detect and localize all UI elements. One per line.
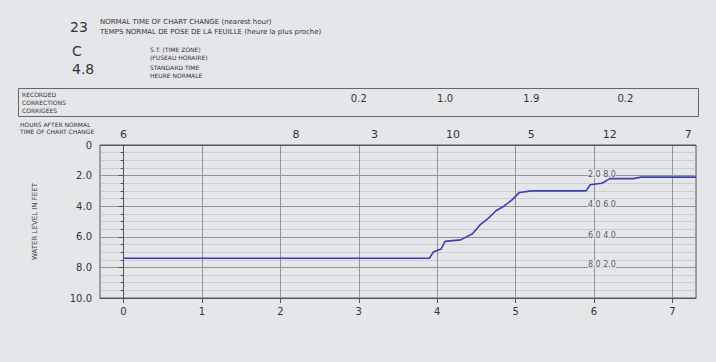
svg-text:1.0: 1.0 [437,93,453,104]
svg-text:0: 0 [86,140,92,151]
svg-text:2.0: 2.0 [76,170,92,181]
svg-text:1.9: 1.9 [523,93,539,104]
svg-text:10: 10 [446,128,460,141]
svg-text:0.2: 0.2 [617,93,633,104]
svg-text:10.0: 10.0 [70,293,92,304]
svg-text:2.0 8.0: 2.0 8.0 [588,170,616,179]
svg-text:4.0: 4.0 [76,201,92,212]
svg-text:0.2: 0.2 [351,93,367,104]
svg-text:7: 7 [669,306,675,317]
svg-text:6: 6 [591,306,597,317]
svg-text:6.0: 6.0 [76,231,92,242]
svg-text:5: 5 [512,306,518,317]
svg-text:8.0 2.0: 8.0 2.0 [588,260,616,269]
svg-text:8.0: 8.0 [76,262,92,273]
svg-text:5: 5 [528,128,535,141]
svg-text:23: 23 [70,19,88,35]
svg-text:4.8: 4.8 [72,61,94,77]
svg-text:3: 3 [356,306,362,317]
svg-text:TEMPS NORMAL DE POSE DE LA FEU: TEMPS NORMAL DE POSE DE LA FEUILLE (heur… [99,28,322,36]
svg-text:CORRIGÉES: CORRIGÉES [22,107,57,114]
svg-text:4.0 6.0: 4.0 6.0 [588,200,616,209]
svg-text:8: 8 [293,128,300,141]
svg-text:1: 1 [199,306,205,317]
svg-text:HEURE NORMALE: HEURE NORMALE [150,72,203,79]
svg-text:4: 4 [434,306,440,317]
svg-text:WATER LEVEL IN FEET: WATER LEVEL IN FEET [31,182,39,260]
svg-text:HOURS AFTER NORMAL: HOURS AFTER NORMAL [20,121,92,128]
svg-text:3: 3 [371,128,378,141]
svg-text:0: 0 [120,306,126,317]
svg-text:STANDARD TIME: STANDARD TIME [150,64,200,71]
svg-text:6: 6 [120,128,127,141]
svg-text:CORRECTIONS: CORRECTIONS [22,99,66,106]
svg-text:RECORDED: RECORDED [22,91,56,98]
svg-text:7: 7 [685,128,692,141]
svg-text:S.T. (TIME ZONE): S.T. (TIME ZONE) [150,46,201,53]
svg-text:C: C [72,43,82,59]
svg-text:2: 2 [277,306,283,317]
svg-text:TIME OF CHART CHANGE: TIME OF CHART CHANGE [19,128,94,135]
svg-text:6.0 4.0: 6.0 4.0 [588,231,616,240]
svg-text:(FUSEAU HORAIRE): (FUSEAU HORAIRE) [150,54,208,61]
svg-text:12: 12 [603,128,617,141]
svg-text:NORMAL TIME OF CHART CHANGE (n: NORMAL TIME OF CHART CHANGE (nearest hou… [100,18,272,26]
